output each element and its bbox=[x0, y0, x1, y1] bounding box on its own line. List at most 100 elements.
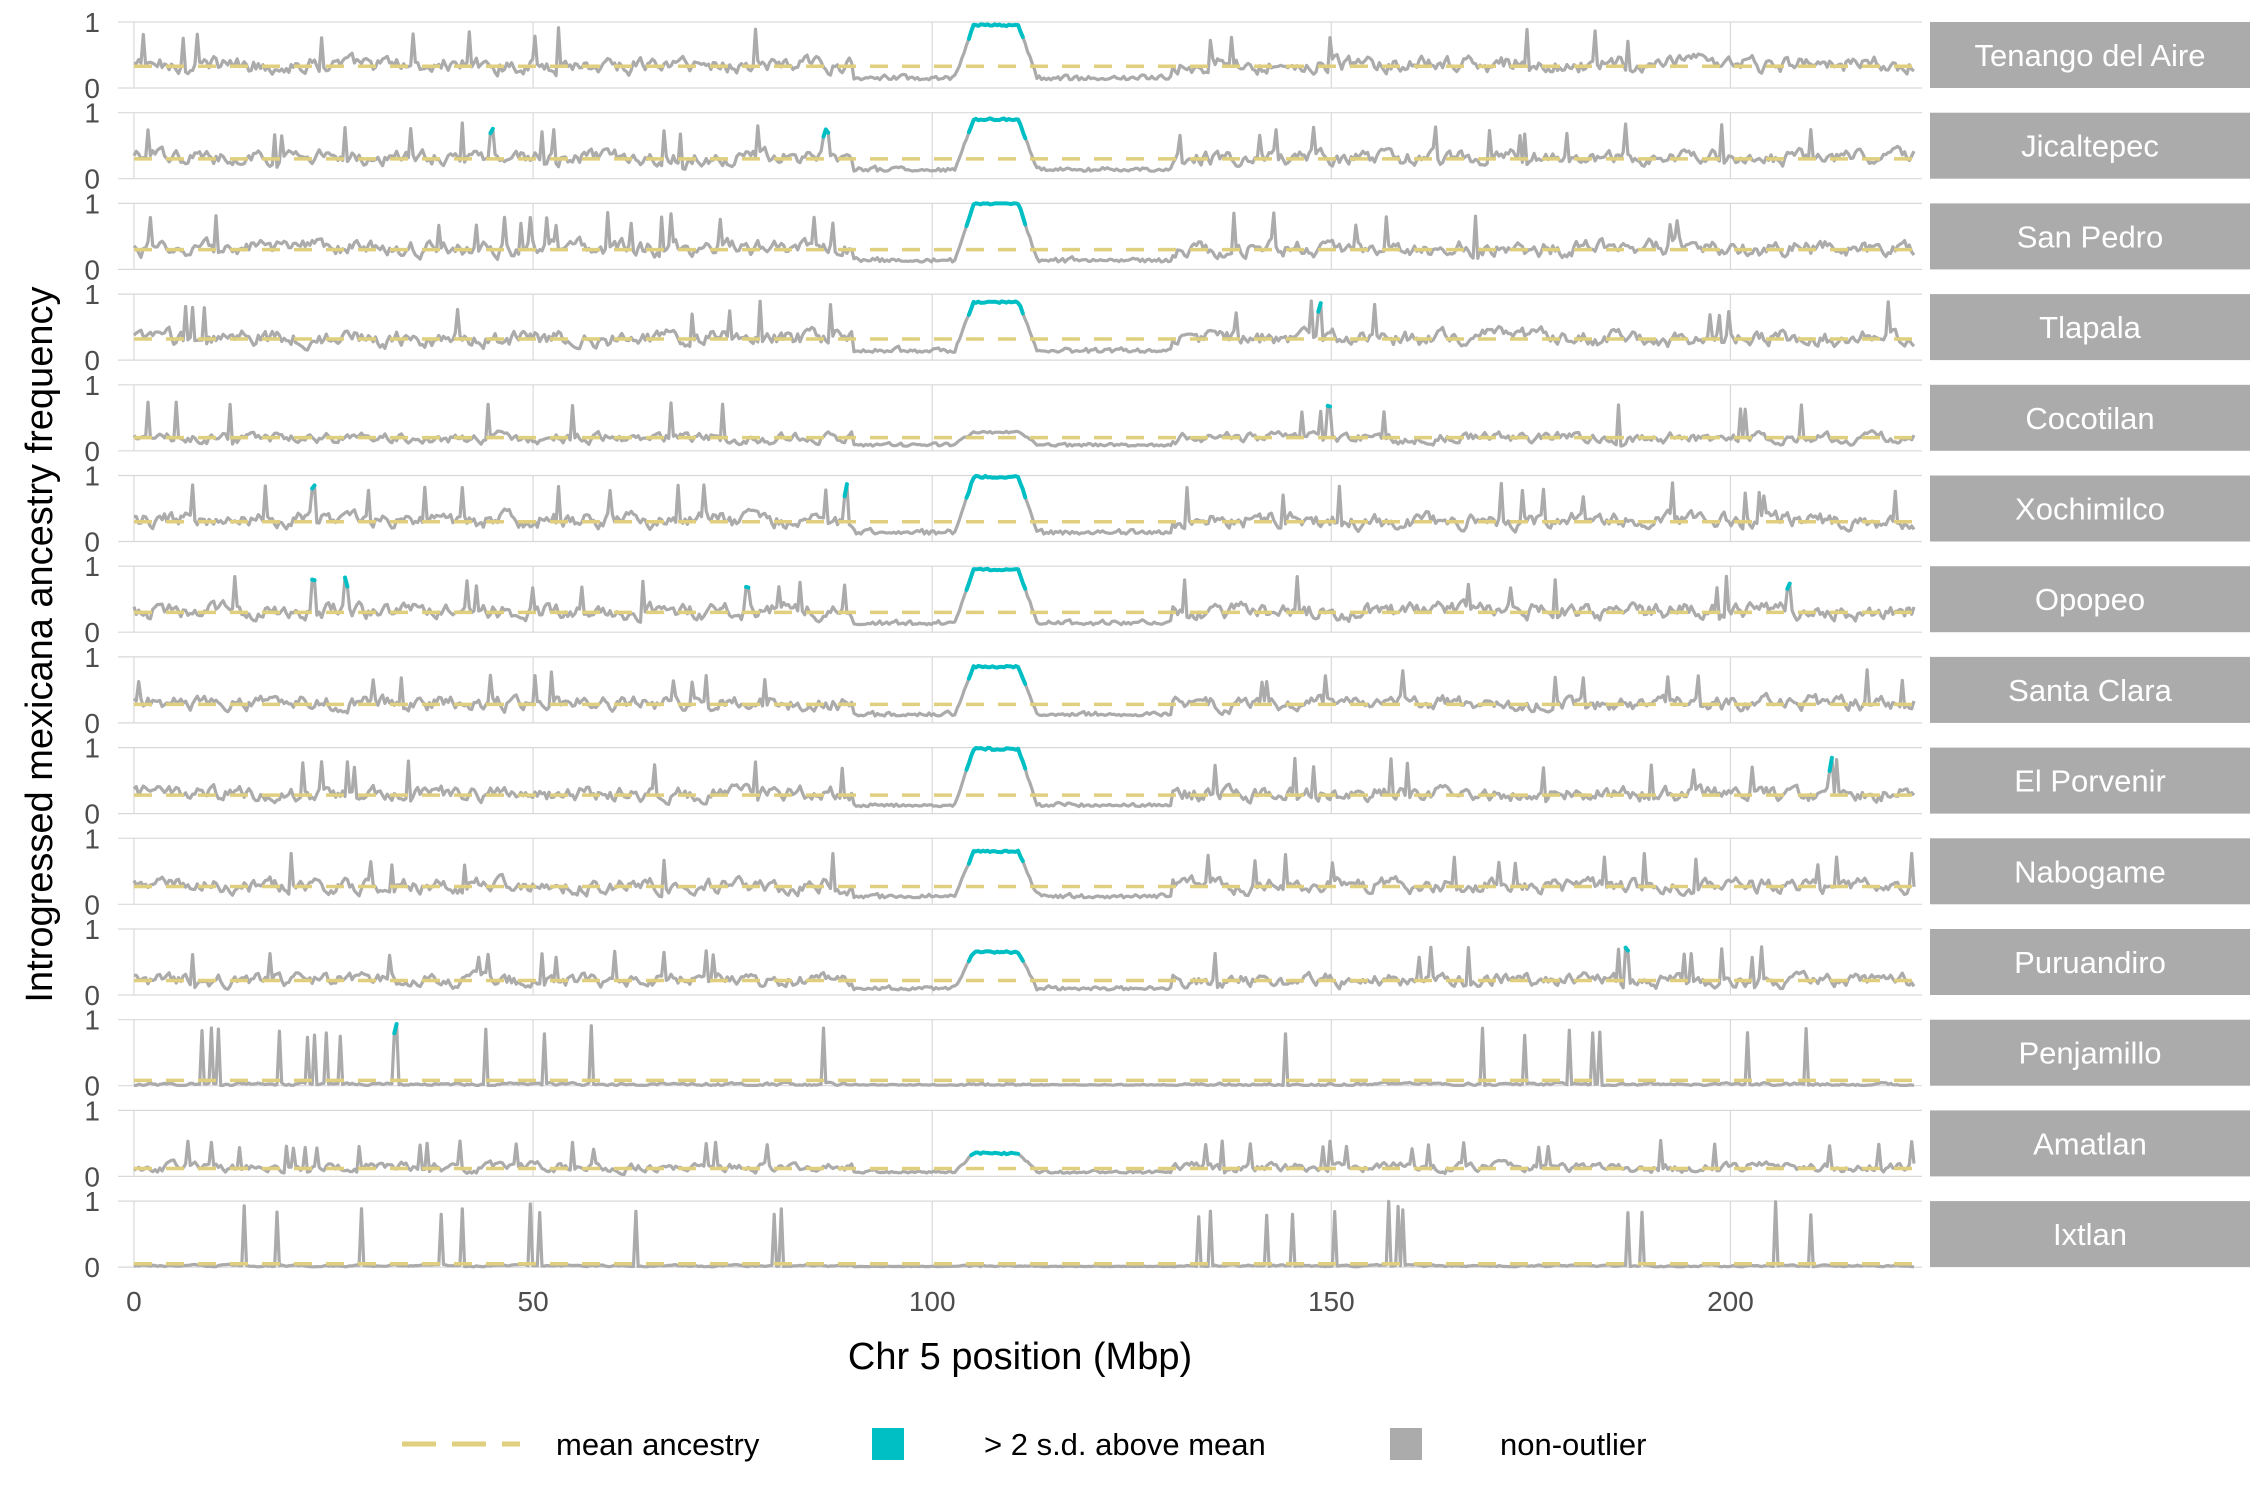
ancestry-trace bbox=[132, 746, 1916, 809]
facet-strip-label: Cocotilan bbox=[2025, 401, 2154, 436]
legend-label-non-outlier: non-outlier bbox=[1500, 1427, 1646, 1462]
y-tick-label: 1 bbox=[84, 1186, 100, 1217]
facet-strip-label: Amatlan bbox=[2033, 1126, 2147, 1161]
facet-ixtlan: 0 1 Ixtlan bbox=[84, 1186, 2250, 1283]
ancestry-trace bbox=[133, 22, 1915, 82]
y-tick-label: 0 bbox=[84, 254, 100, 285]
y-tick-label: 0 bbox=[84, 889, 100, 920]
facet-strip bbox=[1930, 1019, 2250, 1086]
ancestry-trace bbox=[132, 664, 1916, 718]
y-tick-label: 0 bbox=[84, 1071, 100, 1102]
facet-strip bbox=[1930, 929, 2250, 995]
y-tick-label: 1 bbox=[84, 551, 100, 582]
y-tick-label: 1 bbox=[84, 823, 100, 854]
facet-penjamillo: 0 1 Penjamillo bbox=[84, 1005, 2250, 1102]
y-tick-label: 1 bbox=[84, 188, 100, 219]
facet-strip bbox=[1930, 1201, 2250, 1268]
outlier-trace bbox=[969, 301, 1888, 314]
x-tick-label: 150 bbox=[1308, 1286, 1355, 1317]
facet-tenango-del-aire: 0 1 Tenango del Aire bbox=[84, 7, 2250, 104]
facet-strip-label: Jicaltepec bbox=[2021, 129, 2159, 164]
y-axis-title: Introgressed mexicana ancestry frequency bbox=[19, 287, 61, 1003]
legend-label-outlier: > 2 s.d. above mean bbox=[984, 1427, 1266, 1462]
y-tick-label: 0 bbox=[84, 73, 100, 104]
y-tick-label: 1 bbox=[84, 642, 100, 673]
ancestry-trace bbox=[133, 474, 1916, 536]
facet-strip bbox=[1930, 566, 2250, 633]
ancestry-trace bbox=[132, 567, 1916, 627]
facet-cocotilan: 0 1 Cocotilan bbox=[84, 370, 2250, 467]
y-tick-label: 1 bbox=[84, 279, 100, 310]
y-tick-label: 0 bbox=[84, 980, 100, 1011]
facet-opopeo: 0 1 Opopeo bbox=[84, 551, 2250, 648]
outlier-trace bbox=[310, 566, 1792, 592]
facet-strip bbox=[1930, 22, 2250, 88]
outlier-trace bbox=[490, 118, 1810, 138]
legend-non-outlier-swatch bbox=[1390, 1428, 1422, 1460]
y-tick-label: 0 bbox=[84, 345, 100, 376]
outlier-trace bbox=[394, 1024, 1806, 1033]
outlier-trace bbox=[967, 203, 1678, 226]
facet-strip bbox=[1930, 384, 2250, 451]
ancestry-trace bbox=[133, 1199, 1915, 1269]
facet-strip bbox=[1930, 203, 2250, 270]
outlier-trace bbox=[969, 666, 1902, 684]
outlier-trace bbox=[969, 851, 1912, 864]
y-tick-label: 1 bbox=[84, 98, 100, 129]
facet-strip-label: Opopeo bbox=[2035, 582, 2145, 617]
facet-strip bbox=[1930, 838, 2250, 905]
ancestry-trace bbox=[132, 201, 1916, 264]
facet-strip bbox=[1930, 1110, 2250, 1177]
facet-san-pedro: 0 1 San Pedro bbox=[84, 188, 2250, 285]
y-tick-label: 1 bbox=[84, 733, 100, 764]
y-tick-label: 1 bbox=[84, 461, 100, 492]
x-tick-label: 0 bbox=[126, 1286, 142, 1317]
facet-strip-label: Penjamillo bbox=[2018, 1036, 2161, 1071]
outlier-trace bbox=[312, 476, 1895, 498]
facet-jicaltepec: 0 1 Jicaltepec bbox=[84, 98, 2250, 195]
y-tick-label: 0 bbox=[84, 617, 100, 648]
y-tick-label: 0 bbox=[84, 799, 100, 830]
outlier-trace bbox=[969, 947, 1762, 961]
ancestry-trace bbox=[132, 849, 1916, 900]
facet-tlapala: 0 1 Tlapala bbox=[84, 279, 2250, 376]
y-tick-label: 0 bbox=[84, 527, 100, 558]
legend: mean ancestry > 2 s.d. above mean non-ou… bbox=[402, 1427, 1646, 1462]
facet-strip bbox=[1930, 747, 2250, 814]
y-tick-label: 0 bbox=[84, 436, 100, 467]
ancestry-trace bbox=[132, 299, 1916, 354]
facet-strip-label: Nabogame bbox=[2014, 854, 2166, 889]
facet-nabogame: 0 1 Nabogame bbox=[84, 823, 2250, 920]
facet-amatlan: 0 1 Amatlan bbox=[84, 1095, 2250, 1192]
facet-strip-label: Puruandiro bbox=[2014, 945, 2166, 980]
x-tick-label: 50 bbox=[518, 1286, 549, 1317]
facet-strip-label: Tenango del Aire bbox=[1975, 38, 2206, 73]
outlier-trace bbox=[971, 1142, 1911, 1156]
facet-strip-label: Xochimilco bbox=[2015, 492, 2165, 527]
facet-xochimilco: 0 1 Xochimilco bbox=[84, 461, 2250, 558]
facet-strip-label: Ixtlan bbox=[2053, 1217, 2127, 1252]
facet-strip-label: Tlapala bbox=[2039, 310, 2141, 345]
ancestry-trace bbox=[132, 400, 1916, 448]
y-tick-label: 1 bbox=[84, 1005, 100, 1036]
legend-label-mean-ancestry: mean ancestry bbox=[556, 1427, 760, 1462]
ancestry-trace bbox=[134, 1022, 1915, 1087]
y-tick-label: 1 bbox=[84, 914, 100, 945]
facet-puruandiro: 0 1 Puruandiro bbox=[84, 914, 2250, 1011]
x-axis: 0 50 100 150 200 bbox=[126, 1286, 1754, 1317]
legend-outlier-swatch bbox=[872, 1428, 904, 1460]
facet-strip-label: El Porvenir bbox=[2014, 764, 2166, 799]
y-tick-label: 0 bbox=[84, 1252, 100, 1283]
y-tick-label: 0 bbox=[84, 1161, 100, 1192]
ancestry-trace bbox=[132, 116, 1916, 173]
outlier-trace bbox=[967, 748, 1837, 771]
y-tick-label: 0 bbox=[84, 164, 100, 195]
x-tick-label: 200 bbox=[1707, 1286, 1754, 1317]
facet-strip bbox=[1930, 112, 2250, 179]
facet-el-porvenir: 0 1 El Porvenir bbox=[84, 733, 2250, 830]
y-tick-label: 0 bbox=[84, 708, 100, 739]
facet-strip bbox=[1930, 294, 2250, 361]
